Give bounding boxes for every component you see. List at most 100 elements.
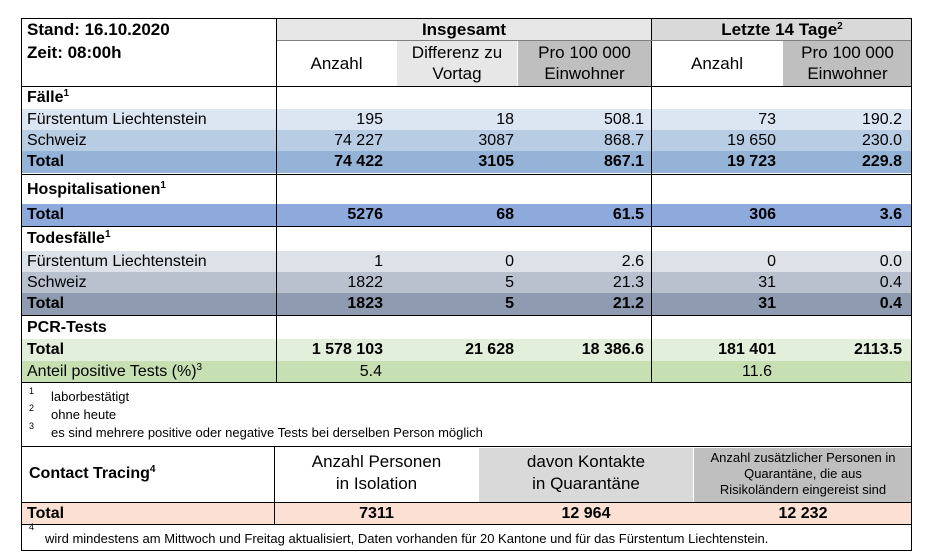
value-diff: 5	[505, 274, 514, 291]
row-divider	[21, 502, 912, 503]
insgesamt-header: Insgesamt	[277, 19, 651, 40]
value-pro: 21.2	[612, 295, 644, 312]
value-pro: 18 386.6	[581, 341, 644, 358]
value-diff: 3087	[478, 132, 514, 149]
value-diff: 21 628	[465, 341, 514, 358]
contact-col-risikolaender: Anzahl zusätzlicher Personen in Quarantän…	[694, 448, 912, 502]
value-diff: 18	[496, 111, 514, 128]
column-divider	[276, 18, 277, 382]
value-anzahl: 74 227	[334, 132, 383, 149]
row-label: Total	[27, 153, 65, 170]
column-divider	[274, 446, 275, 524]
row-label: Total	[27, 295, 65, 312]
value-pro: 508.1	[603, 111, 644, 128]
footnote-text: es sind mehrere positive oder negative T…	[51, 425, 483, 440]
letzte14-header: Letzte 14 Tage2	[652, 19, 912, 40]
value-pro14: 0.4	[879, 295, 902, 312]
header-pro100k-14: Pro 100 000 Einwohner	[783, 40, 912, 86]
row-divider	[21, 382, 912, 383]
table-row: Anteil positive Tests (%)3 5.4 11.6	[21, 361, 912, 382]
footnote-text: laborbestätigt	[51, 389, 130, 404]
value-pro14: 230.0	[861, 132, 902, 149]
table-border	[911, 18, 912, 551]
table-row-total: Total 74 422 3105 867.1 19 723 229.8	[21, 151, 912, 173]
value-pro: 867.1	[603, 153, 644, 170]
value-diff: 3105	[478, 153, 514, 170]
value-anzahl: 1822	[347, 274, 383, 291]
row-divider	[21, 315, 912, 316]
zeit-label: Zeit: 08:00h	[27, 43, 122, 62]
footnote: 3	[29, 421, 35, 431]
footnote: 4	[29, 522, 35, 532]
row-label: Fürstentum Liechtenstein	[27, 253, 207, 270]
row-label: Fürstentum Liechtenstein	[27, 111, 207, 128]
row-divider	[21, 524, 912, 525]
table-row-total: Total 1823 5 21.2 31 0.4	[21, 293, 912, 315]
value-anzahl: 5276	[347, 206, 383, 223]
header-anzahl-14: Anzahl	[691, 54, 743, 73]
pcr-title: PCR-Tests	[27, 319, 107, 336]
value-pro14: 2113.5	[853, 341, 902, 358]
row-label: Anteil positive Tests (%)3	[27, 362, 203, 381]
value-diff: 5	[505, 295, 514, 312]
contact-col-isolation: Anzahl Personen in Isolation	[311, 452, 442, 493]
value-anzahl: 1823	[347, 295, 383, 312]
value-anzahl14: 306	[749, 206, 776, 223]
value-pro14: 3.6	[879, 206, 902, 223]
value-diff: 68	[496, 206, 514, 223]
tod-title-row: Todesfälle1	[21, 228, 912, 250]
hosp-title-row: Hospitalisationen1	[21, 177, 912, 202]
value-anzahl14: 181 401	[718, 341, 776, 358]
value-pro14: 229.8	[861, 153, 902, 170]
value-anzahl14: 0	[767, 253, 776, 270]
row-divider	[21, 446, 912, 447]
row-label: Total	[27, 341, 65, 358]
hosp-title: Hospitalisationen1	[27, 180, 166, 199]
row-label: Schweiz	[27, 132, 87, 149]
value-anzahl14: 31	[758, 295, 776, 312]
value-anzahl14: 19 723	[727, 153, 776, 170]
value-isolation: 7311	[359, 505, 394, 522]
header-anzahl: Anzahl	[310, 54, 363, 73]
row-divider	[21, 226, 912, 227]
value-pro14: 190.2	[861, 111, 902, 128]
value-anzahl: 74 422	[334, 153, 383, 170]
faelle-title: Fälle1	[27, 88, 70, 107]
footnote: 1	[29, 386, 35, 396]
contact-title: Contact Tracing4	[29, 464, 156, 483]
value-anzahl: 5.4	[359, 363, 382, 380]
table-row: Fürstentum Liechtenstein 195 18 508.1 73…	[21, 109, 912, 130]
footnote-text: ohne heute	[51, 407, 117, 422]
value-risikolaender: 12 232	[778, 505, 828, 522]
table-row-total: Total 1 578 103 21 628 18 386.6 181 401 …	[21, 339, 912, 361]
table-row: Fürstentum Liechtenstein 1 0 2.6 0 0.0	[21, 251, 912, 272]
header-pro100k: Pro 100 000 Einwohner	[518, 40, 651, 86]
table-border	[21, 18, 912, 19]
faelle-title-row: Fälle1	[21, 87, 912, 108]
pcr-title-row: PCR-Tests	[21, 317, 912, 338]
table-row: Schweiz 1822 5 21.3 31 0.4	[21, 272, 912, 293]
contact-col-quarantaene: davon Kontakte in Quarantäne	[479, 448, 693, 502]
value-diff: 0	[505, 253, 514, 270]
row-label: Schweiz	[27, 274, 87, 291]
value-anzahl: 1 578 103	[311, 341, 383, 358]
value-quarantaene: 12 964	[561, 505, 611, 522]
footnote: 2	[29, 403, 35, 413]
value-pro: 21.3	[612, 274, 644, 291]
stand-label: Stand: 16.10.2020	[27, 20, 170, 39]
row-divider	[21, 174, 912, 175]
value-anzahl14: 73	[758, 111, 776, 128]
table-row-total: Total 5276 68 61.5 306 3.6	[21, 204, 912, 226]
table-row: Schweiz 74 227 3087 868.7 19 650 230.0	[21, 130, 912, 151]
value-anzahl14: 19 650	[727, 132, 776, 149]
value-anzahl14: 11.6	[742, 363, 772, 380]
row-label: Total	[27, 505, 65, 522]
table-border	[21, 550, 912, 551]
footnote-text: wird mindestens am Mittwoch und Freitag …	[45, 531, 769, 546]
value-pro: 868.7	[603, 132, 644, 149]
row-label: Total	[27, 206, 65, 223]
table-border	[21, 18, 22, 551]
value-pro: 61.5	[612, 206, 644, 223]
header-differenz: Differenz zu Vortag	[397, 40, 517, 86]
value-pro14: 0.4	[879, 274, 902, 291]
